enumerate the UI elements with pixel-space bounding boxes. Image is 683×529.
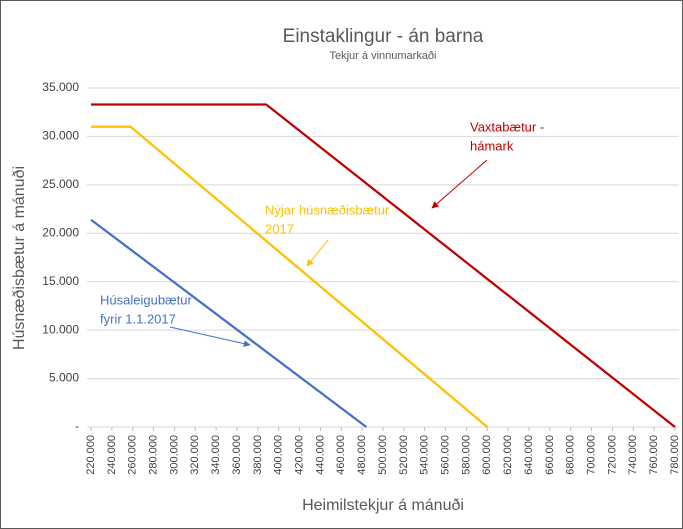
x-tick-label: 780.000 (669, 435, 681, 475)
x-tick-label: 760.000 (648, 435, 660, 475)
x-tick-label: 540.000 (419, 435, 431, 475)
y-axis-label: Húsnæðisbætur á mánuði (11, 166, 28, 350)
x-tick-label: 720.000 (606, 435, 618, 475)
x-tick-label: 420.000 (293, 435, 305, 475)
y-tick-label: 20.000 (42, 225, 79, 239)
annotation-text: fyrir 1.1.2017 (100, 311, 176, 326)
y-tick-label: 30.000 (42, 129, 79, 143)
series-line (90, 218, 367, 428)
annotation-text: 2017 (265, 221, 294, 236)
x-tick-label: 440.000 (314, 435, 326, 475)
x-tick-label: 740.000 (627, 435, 639, 475)
x-tick-label: 320.000 (189, 435, 201, 475)
annotation-text: Húsaleigubætur (100, 292, 192, 307)
x-tick-label: 380.000 (252, 435, 264, 475)
annotation-arrow (431, 159, 488, 209)
x-tick-label: 600.000 (481, 435, 493, 475)
x-tick-label: 240.000 (106, 435, 118, 475)
x-tick-label: 280.000 (147, 435, 159, 475)
x-tick-label: 620.000 (502, 435, 514, 475)
x-tick-label: 340.000 (210, 435, 222, 475)
y-tick-label: 10.000 (42, 322, 79, 336)
x-tick-label: 500.000 (377, 435, 389, 475)
x-tick-label: 580.000 (460, 435, 472, 475)
x-axis-label: Heimilstekjur á mánuði (302, 497, 464, 514)
y-tick-label: 15.000 (42, 274, 79, 288)
x-tick-label: 360.000 (231, 435, 243, 475)
x-tick-label: 520.000 (398, 435, 410, 475)
y-tick-label: 5.000 (49, 371, 79, 385)
x-tick-label: 480.000 (356, 435, 368, 475)
x-tick-label: 700.000 (585, 435, 597, 475)
y-tick-label: - (75, 419, 79, 433)
x-tick-label: 680.000 (565, 435, 577, 475)
series-line (91, 103, 676, 428)
y-tick-label: 35.000 (42, 80, 79, 94)
series-line (91, 125, 489, 428)
x-tick-label: 400.000 (273, 435, 285, 475)
annotation-text: hámark (470, 138, 514, 153)
x-tick-label: 560.000 (439, 435, 451, 475)
annotation-text: Vaxtabætur - (470, 119, 544, 134)
annotation-arrow (306, 239, 329, 267)
y-tick-label: 25.000 (42, 177, 79, 191)
x-tick-label: 460.000 (335, 435, 347, 475)
x-tick-label: 300.000 (168, 435, 180, 475)
annotation-text: Nýjar húsnæðisbætur (265, 202, 390, 217)
x-tick-label: 260.000 (127, 435, 139, 475)
chart-subtitle: Tekjur á vinnumarkaði (330, 50, 437, 62)
x-tick-label: 220.000 (85, 435, 97, 475)
x-tick-label: 660.000 (544, 435, 556, 475)
x-tick-label: 640.000 (523, 435, 535, 475)
chart-title: Einstaklingur - án barna (283, 26, 484, 47)
annotation-arrow (169, 326, 251, 348)
